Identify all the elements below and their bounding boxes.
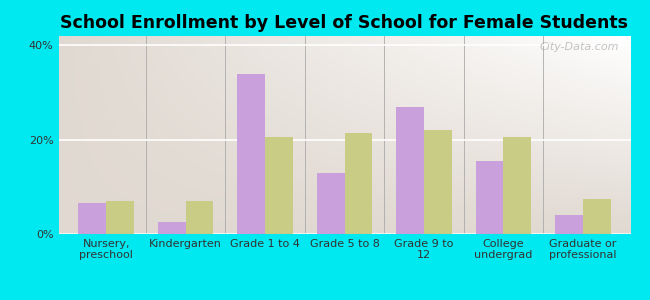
Text: City-Data.com: City-Data.com <box>540 42 619 52</box>
Bar <box>265 137 293 234</box>
Bar <box>503 137 531 234</box>
Bar <box>237 74 265 234</box>
Title: School Enrollment by Level of School for Female Students: School Enrollment by Level of School for… <box>60 14 629 32</box>
Bar <box>424 130 452 234</box>
Bar <box>79 203 106 234</box>
Bar <box>583 199 610 234</box>
Bar <box>317 173 345 234</box>
Bar <box>158 222 186 234</box>
Bar <box>396 107 424 234</box>
Bar <box>344 133 372 234</box>
Bar <box>186 201 213 234</box>
Bar <box>106 201 134 234</box>
Bar <box>476 161 503 234</box>
Bar <box>555 215 583 234</box>
